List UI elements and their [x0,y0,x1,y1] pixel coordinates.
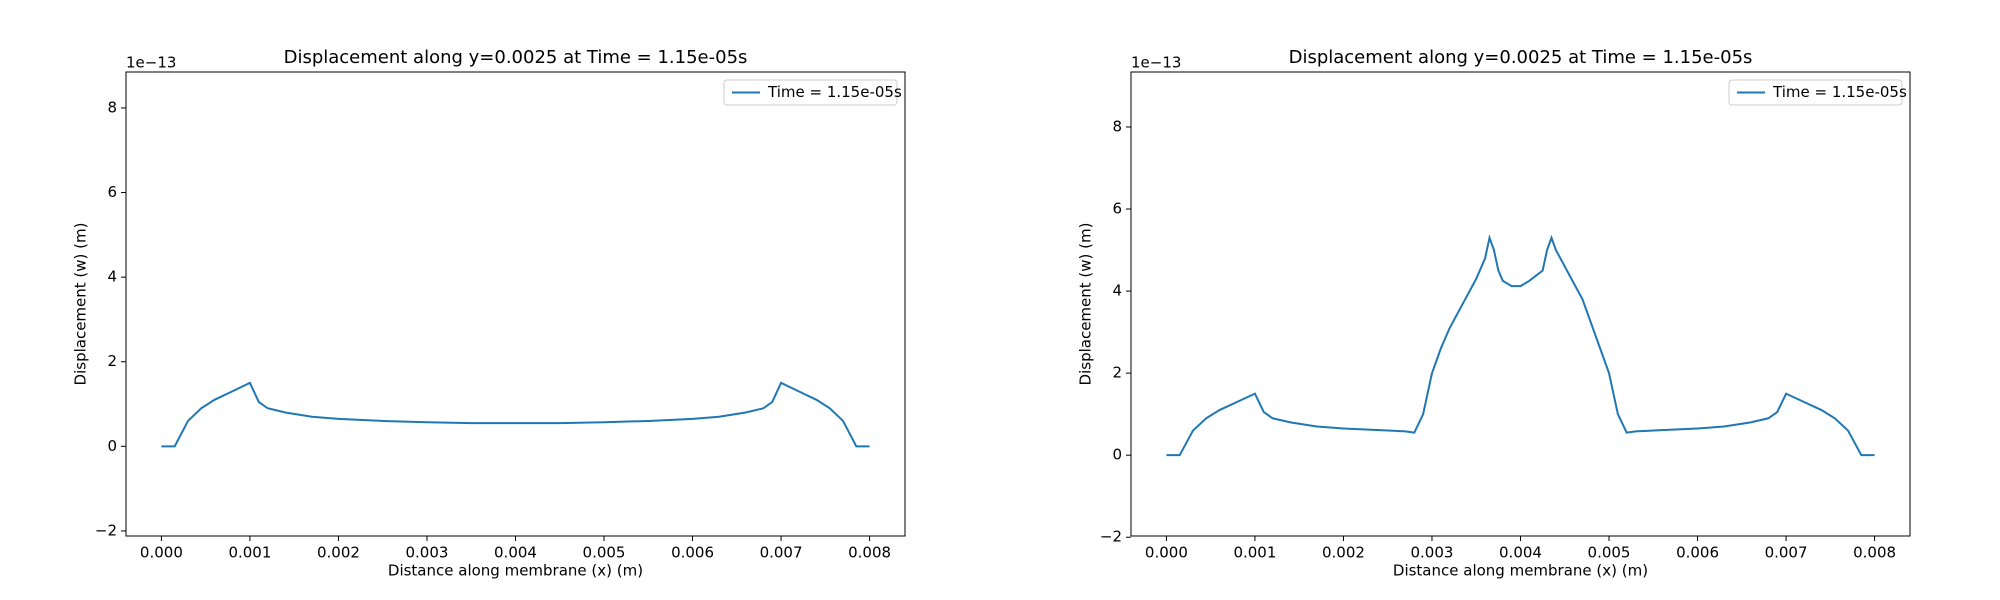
y-tick-label: 4 [107,268,117,286]
chart-panel: Displacement along y=0.0025 at Time = 1.… [1077,47,1897,580]
axes-frame [1130,71,1911,537]
y-tick-label: 8 [107,98,117,116]
x-tick-label: 0.005 [1588,544,1631,562]
x-tick-label: 0.007 [760,544,803,562]
chart-title: Displacement along y=0.0025 at Time = 1.… [284,47,748,68]
y-axis-label: Displacement (w) (m) [72,223,90,386]
y-tick-label: 8 [1112,117,1122,135]
x-tick-label: 0.004 [494,544,537,562]
x-tick-label: 0.002 [317,544,360,562]
x-tick-label: 0.000 [1145,544,1188,562]
y-offset-label: 1e−13 [1131,54,1181,72]
x-tick-label: 0.008 [848,544,891,562]
y-tick-label: 0 [1112,446,1122,464]
data-line [1166,234,1875,457]
data-line [161,381,870,448]
legend-label: Time = 1.15e-05s [767,83,902,101]
y-tick-label: 2 [1112,364,1122,382]
x-tick-label: 0.006 [1676,544,1719,562]
x-axis-label: Distance along membrane (x) (m) [1393,562,1648,580]
legend-label: Time = 1.15e-05s [1772,83,1907,101]
y-offset-label: 1e−13 [126,54,176,72]
y-tick-label: −2 [1100,528,1122,546]
x-tick-label: 0.008 [1853,544,1896,562]
x-tick-label: 0.003 [1411,544,1454,562]
x-tick-label: 0.001 [1233,544,1276,562]
chart-panel: Displacement along y=0.0025 at Time = 1.… [72,47,892,580]
y-tick-label: 6 [107,183,117,201]
x-tick-label: 0.003 [406,544,449,562]
legend-box [1728,79,1903,106]
x-tick-label: 0.000 [140,544,183,562]
y-tick-label: 6 [1112,200,1122,218]
y-tick-label: 2 [107,352,117,370]
y-tick-label: 4 [1112,282,1122,300]
y-axis-label: Displacement (w) (m) [1077,223,1095,386]
chart-title: Displacement along y=0.0025 at Time = 1.… [1289,47,1753,68]
legend-box [723,79,898,106]
x-tick-label: 0.004 [1499,544,1542,562]
x-tick-label: 0.002 [1322,544,1365,562]
x-tick-label: 0.006 [671,544,714,562]
x-tick-label: 0.007 [1765,544,1808,562]
x-tick-label: 0.001 [228,544,271,562]
y-tick-label: −2 [95,521,117,539]
x-tick-label: 0.005 [583,544,626,562]
y-tick-label: 0 [107,437,117,455]
x-axis-label: Distance along membrane (x) (m) [388,562,643,580]
axes-frame [125,71,906,537]
